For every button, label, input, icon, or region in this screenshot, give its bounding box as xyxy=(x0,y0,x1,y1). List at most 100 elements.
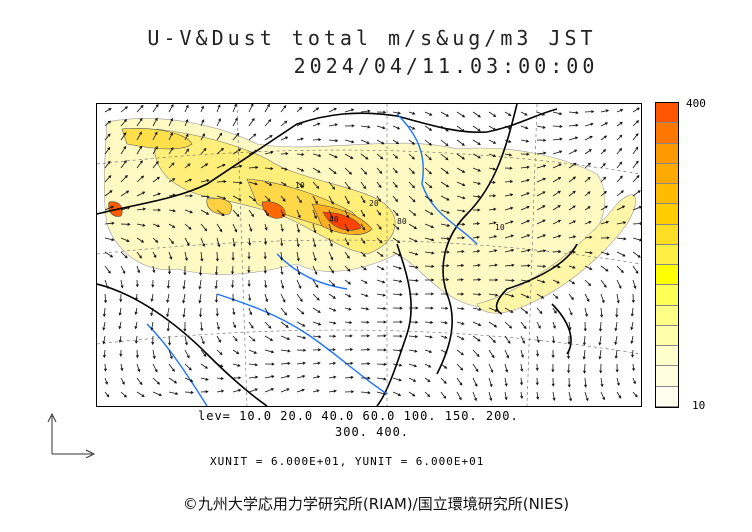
wind-arrow xyxy=(199,265,203,276)
wind-arrow xyxy=(600,293,605,304)
wind-arrow xyxy=(567,335,571,345)
wind-arrow xyxy=(104,265,111,274)
wind-arrow xyxy=(504,349,510,359)
wind-arrow xyxy=(150,307,154,317)
wind-arrow xyxy=(312,138,322,142)
wind-arrow xyxy=(424,335,433,339)
wind-arrow xyxy=(552,176,562,183)
wind-arrow xyxy=(328,389,337,393)
wind-arrow xyxy=(616,205,626,211)
wind-arrow xyxy=(424,195,433,202)
wind-arrow xyxy=(376,251,384,257)
wind-arrow xyxy=(216,118,221,127)
wind-arrow xyxy=(104,237,115,242)
wind-arrow xyxy=(584,220,592,225)
wind-arrow xyxy=(584,122,594,127)
wind-arrow xyxy=(296,237,300,248)
wind-arrow xyxy=(616,265,624,274)
contour-label: 20 xyxy=(369,199,379,208)
wind-arrow xyxy=(296,181,304,188)
wind-arrow xyxy=(104,133,111,141)
wind-arrow xyxy=(598,335,602,346)
wind-arrow xyxy=(344,195,350,205)
wind-arrow xyxy=(104,190,113,197)
wind-arrow xyxy=(552,150,563,155)
wind-arrow xyxy=(520,219,530,225)
wind-arrow xyxy=(392,181,398,188)
wind-arrow xyxy=(280,152,289,156)
wind-arrow xyxy=(360,125,371,129)
wind-arrow xyxy=(280,321,289,328)
wind-arrow xyxy=(535,377,539,386)
levels-line-2: 300. 400. xyxy=(335,425,410,439)
wind-arrow xyxy=(184,349,190,359)
wind-arrow xyxy=(552,279,560,284)
wind-arrow xyxy=(120,118,127,127)
wind-arrow xyxy=(104,279,109,290)
wind-arrow xyxy=(184,178,193,183)
wind-arrow xyxy=(200,147,207,155)
wind-arrow xyxy=(600,220,610,225)
wind-arrow xyxy=(424,349,433,354)
wind-arrow xyxy=(600,109,610,113)
wind-arrow xyxy=(360,279,368,284)
wind-arrow xyxy=(392,279,403,283)
wind-arrow xyxy=(376,391,387,396)
wind-arrow xyxy=(248,335,256,342)
wind-arrow xyxy=(152,237,159,243)
wind-arrow xyxy=(424,223,435,229)
wind-arrow xyxy=(424,153,432,161)
wind-arrow xyxy=(376,265,385,270)
wind-arrow xyxy=(312,307,321,313)
wind-arrow xyxy=(472,235,480,239)
wind-arrow xyxy=(344,124,355,128)
wind-arrow xyxy=(312,389,320,393)
wind-arrow xyxy=(360,223,366,231)
wind-arrow xyxy=(408,391,416,397)
wind-arrow xyxy=(216,163,226,169)
wind-arrow xyxy=(488,363,494,373)
wind-arrow xyxy=(536,219,546,225)
colorbar-swatch xyxy=(656,366,678,387)
wind-arrow xyxy=(392,265,403,270)
wind-arrow xyxy=(280,209,285,218)
wind-arrow xyxy=(584,293,590,302)
wind-arrow xyxy=(214,293,219,303)
wind-arrow xyxy=(264,195,271,202)
wind-arrow xyxy=(312,237,317,248)
wind-arrow xyxy=(296,293,303,302)
wind-arrow xyxy=(408,195,416,203)
wind-arrow xyxy=(152,208,162,212)
wind-arrow xyxy=(631,293,635,304)
wind-arrow xyxy=(392,125,401,130)
wind-arrow xyxy=(168,162,175,169)
wind-arrow xyxy=(632,221,641,226)
wind-arrow xyxy=(360,391,371,395)
wind-arrow xyxy=(231,251,235,261)
wind-arrow xyxy=(328,279,336,287)
wind-arrow xyxy=(344,320,353,325)
wind-arrow xyxy=(616,279,622,289)
wind-arrow xyxy=(424,363,432,368)
wind-arrow xyxy=(582,349,586,360)
wind-arrow xyxy=(584,149,592,155)
colorbar-swatch xyxy=(656,386,678,407)
wind-arrow xyxy=(552,163,562,169)
wind-arrow xyxy=(216,209,225,217)
levels-line-1: lev= 10.0 20.0 40.0 60.0 100. 150. 200. xyxy=(198,409,519,423)
colorbar-swatch xyxy=(656,224,678,245)
wind-arrow xyxy=(520,264,531,268)
dust-plume xyxy=(103,118,636,314)
wind-arrow xyxy=(312,375,321,379)
wind-arrow xyxy=(520,165,530,169)
wind-arrow xyxy=(200,223,208,232)
wind-arrow xyxy=(280,181,287,186)
wind-arrow xyxy=(312,348,322,352)
wind-arrow xyxy=(136,223,146,227)
colorbar xyxy=(655,102,679,408)
wind-arrow xyxy=(456,250,465,254)
wind-arrow xyxy=(440,250,450,254)
wind-arrow xyxy=(264,223,268,231)
wind-arrow xyxy=(328,195,334,205)
wind-arrow xyxy=(488,335,496,344)
